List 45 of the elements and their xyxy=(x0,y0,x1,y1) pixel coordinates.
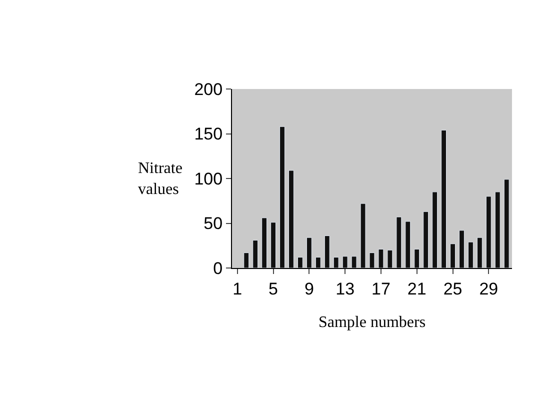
bar xyxy=(494,192,500,268)
y-tick-label: 100 xyxy=(194,169,223,188)
bar xyxy=(324,236,330,268)
x-tick-label: 9 xyxy=(304,279,314,298)
bar xyxy=(396,216,402,268)
bar xyxy=(432,192,438,268)
bar xyxy=(315,257,321,268)
bar xyxy=(441,130,447,268)
bar xyxy=(504,179,510,268)
bar xyxy=(288,170,294,268)
y-tick-label: 0 xyxy=(213,258,223,278)
y-tick-label: 200 xyxy=(194,80,223,99)
y-axis-title: Nitrate values xyxy=(138,160,182,198)
x-tick-label: 21 xyxy=(407,279,426,298)
bar xyxy=(297,257,303,268)
bar xyxy=(468,242,474,268)
bar xyxy=(342,256,348,268)
bar xyxy=(378,248,384,268)
x-tick-label: 13 xyxy=(336,279,355,298)
x-tick-label: 29 xyxy=(479,279,498,298)
y-tick-label: 150 xyxy=(194,124,223,144)
bar xyxy=(414,248,420,268)
x-tick-label: 17 xyxy=(372,279,390,298)
bar xyxy=(486,196,492,268)
x-axis-title: Sample numbers xyxy=(318,314,426,332)
bar xyxy=(306,237,312,268)
bar xyxy=(351,256,357,268)
bar xyxy=(270,222,276,268)
x-tick-label: 5 xyxy=(268,279,278,298)
bar xyxy=(369,252,375,268)
bar xyxy=(244,252,250,268)
bar xyxy=(423,211,429,268)
bar xyxy=(252,240,258,268)
bar xyxy=(405,221,411,268)
bar xyxy=(280,126,285,268)
bar xyxy=(476,237,482,268)
bar xyxy=(450,244,456,268)
bar xyxy=(360,203,366,268)
y-tick-label: 50 xyxy=(204,214,223,234)
bar xyxy=(262,218,268,268)
x-tick-label: 1 xyxy=(232,279,242,298)
bar xyxy=(459,230,464,268)
bar xyxy=(333,257,339,268)
bar xyxy=(387,250,393,268)
x-tick-label: 25 xyxy=(443,279,462,298)
